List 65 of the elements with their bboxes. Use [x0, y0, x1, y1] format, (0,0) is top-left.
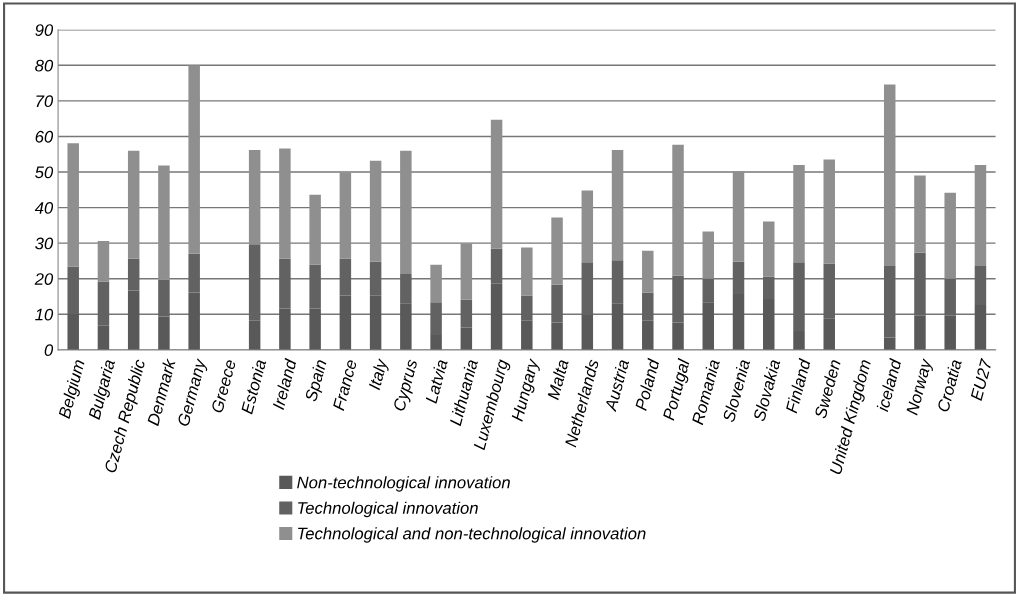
y-tick-label: 30 [35, 237, 54, 250]
y-tick-label: 90 [35, 24, 54, 36]
bar [763, 221, 775, 277]
y-tick-label: 80 [35, 59, 54, 72]
x-tick-label: Sweden [813, 358, 841, 420]
x-tick-label: Hungary [511, 357, 543, 423]
bar [490, 119, 503, 249]
bar [521, 247, 533, 296]
bar [581, 190, 594, 263]
x-tick-label: Latvia [424, 358, 448, 404]
y-tick-label: 20 [34, 273, 54, 285]
x-tick-label: Ireland [271, 357, 297, 410]
x-tick-label: France [332, 358, 358, 411]
bar [309, 194, 321, 265]
x-tick-label: Spain [304, 358, 330, 403]
bar [127, 150, 140, 259]
bar [702, 231, 715, 279]
bar [551, 217, 563, 285]
x-tick-label: Bulgaria [87, 358, 119, 421]
x-tick-label: iceland [876, 357, 902, 413]
bar [430, 264, 442, 303]
x-tick-label: Austria [603, 358, 630, 413]
bar [883, 84, 896, 266]
bar [823, 159, 835, 264]
bar [460, 243, 473, 300]
bar [793, 164, 805, 263]
bar [158, 165, 170, 280]
x-tick-label: Cyprus [392, 358, 421, 413]
x-tick-label: Greece [210, 358, 237, 414]
bar [642, 250, 654, 293]
bar [944, 192, 956, 279]
bar [369, 160, 382, 262]
y-tick-label: 0 [44, 344, 54, 357]
x-tick-label: Norway [906, 357, 936, 417]
y-tick-label: 10 [35, 308, 54, 321]
bar [914, 175, 926, 253]
x-tick-label: Poland [634, 357, 660, 411]
x-tick-label: Belgium [57, 358, 89, 420]
bar [400, 150, 412, 275]
bar [97, 241, 110, 282]
legend-label: Technological innovation [298, 501, 478, 518]
bar [279, 148, 291, 259]
y-tick-label: 70 [36, 95, 54, 108]
bar [339, 172, 352, 259]
bar [732, 171, 745, 262]
legend-label: Technological and non-technological innovation [298, 527, 646, 543]
x-tick-label: Denmark [146, 357, 176, 427]
x-tick-label: Slovenia [722, 358, 751, 423]
bar [67, 143, 79, 267]
x-tick-label: Finland [784, 357, 811, 414]
bar [188, 65, 200, 254]
x-tick-label: Estonia [240, 358, 267, 415]
x-tick-label: Italy [367, 357, 391, 392]
bar [248, 149, 261, 245]
y-tick-label: 50 [35, 166, 54, 179]
y-tick-label: 40 [34, 201, 54, 214]
x-tick-label: Slovakia [752, 358, 781, 422]
x-tick-label: Croatia [936, 358, 962, 413]
legend-label: Non-technological innovation [297, 476, 510, 492]
x-tick-label: Romania [691, 358, 720, 426]
bar [974, 164, 987, 266]
y-tick-label: 60 [35, 130, 54, 143]
x-tick-label: EU27 [970, 357, 993, 402]
bar [672, 144, 684, 276]
bar [611, 149, 624, 261]
